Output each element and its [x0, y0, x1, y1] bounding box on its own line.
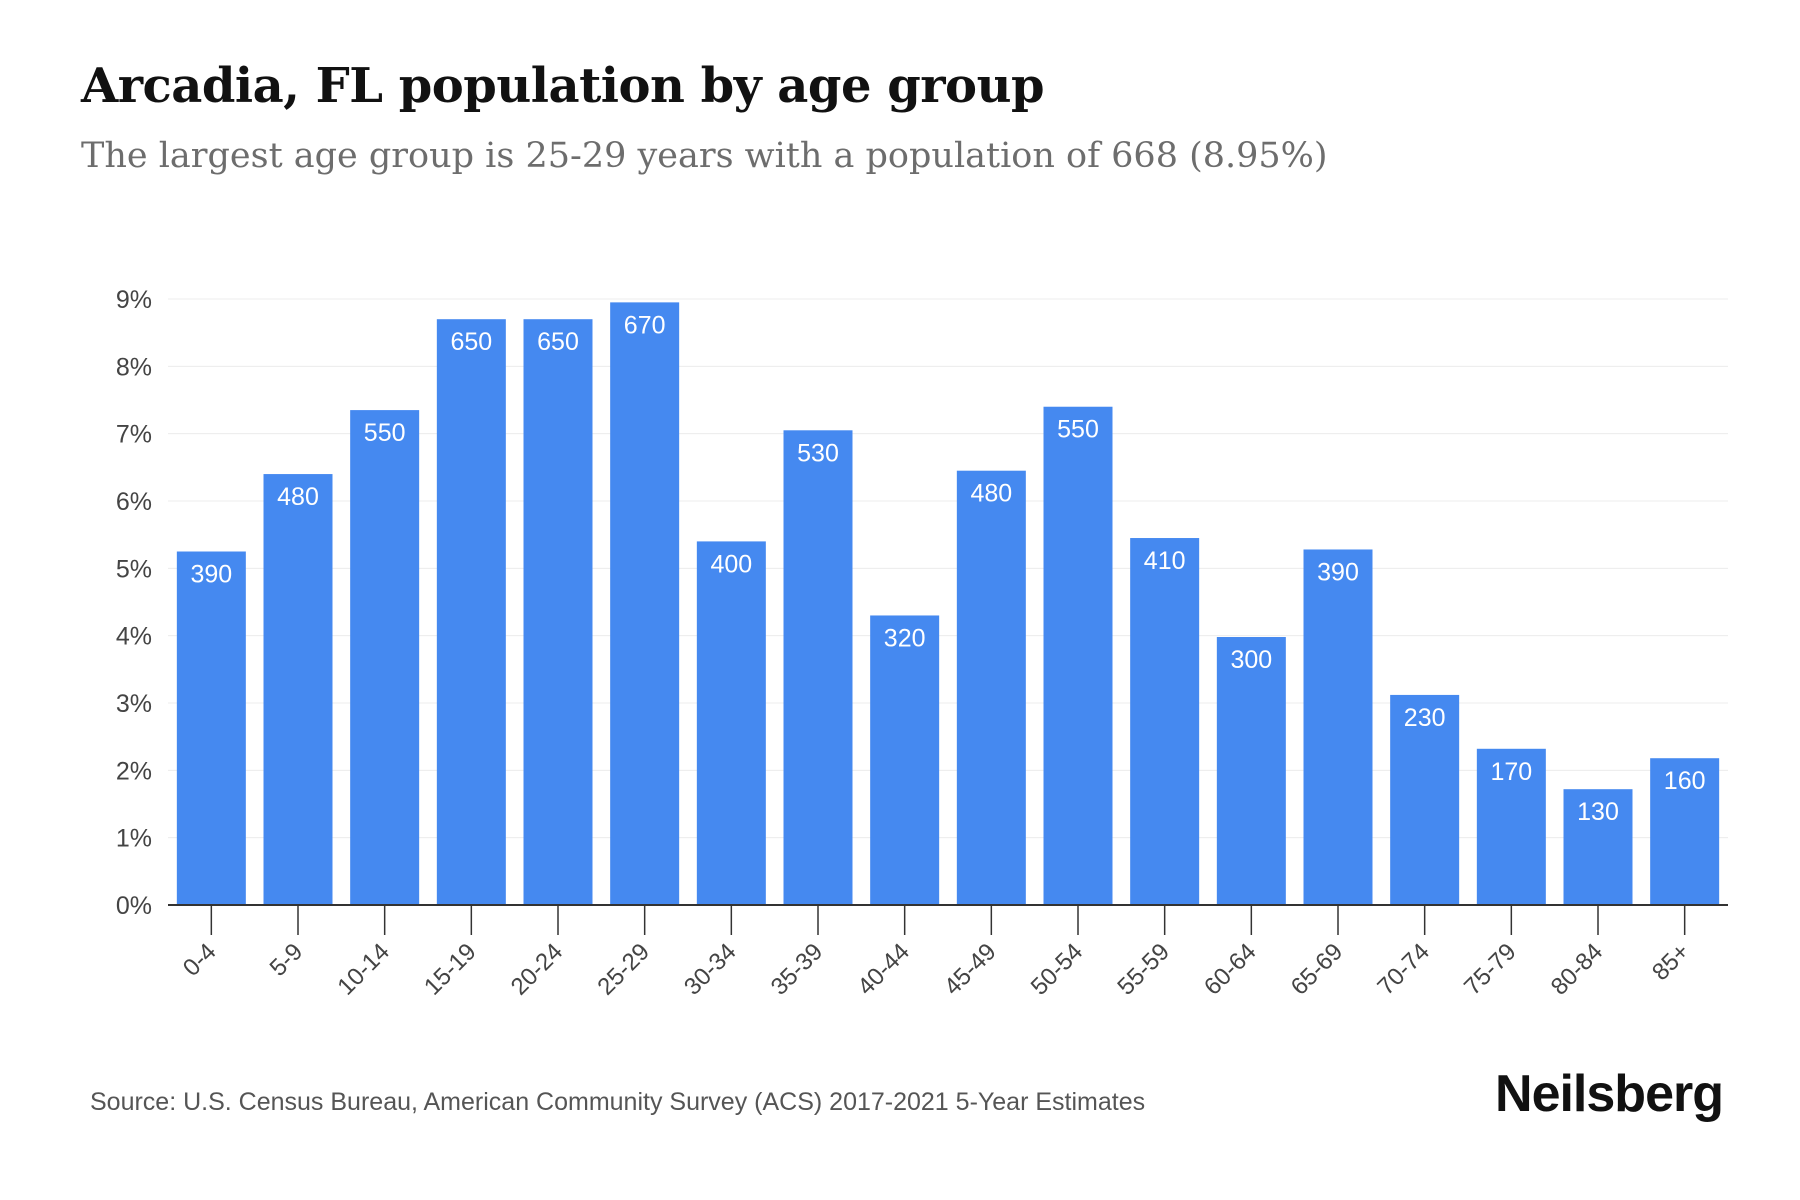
bar-85+ [1650, 758, 1720, 905]
bar-value-label: 670 [624, 311, 666, 339]
bar-value-label: 480 [970, 480, 1012, 508]
x-tick-label: 20-24 [506, 938, 569, 1001]
y-tick-label: 7% [116, 421, 152, 449]
bar-50-54 [1043, 406, 1113, 905]
chart-subtitle: The largest age group is 25-29 years wit… [81, 136, 1328, 176]
bar-value-label: 390 [1317, 558, 1359, 586]
y-axis-ticks: 0% 1% 2% 3% 4% 5% 6% 7% 8% 9% [116, 286, 152, 920]
x-tick-label: 0-4 [178, 938, 222, 982]
chart-title: Arcadia, FL population by age group [81, 58, 1045, 114]
bar-value-label: 410 [1144, 547, 1186, 575]
y-tick-label: 9% [116, 286, 152, 314]
y-tick-label: 0% [116, 892, 152, 920]
bar-value-label: 550 [1057, 416, 1099, 444]
x-tick-label: 10-14 [332, 938, 395, 1001]
bar-10-14 [350, 410, 420, 905]
bar-15-19 [436, 319, 506, 905]
y-tick-label: 5% [116, 555, 152, 583]
bar-value-label: 300 [1230, 646, 1272, 674]
x-tick-label: 50-54 [1026, 938, 1089, 1001]
bar-value-label: 550 [364, 419, 406, 447]
bar-value-label: 480 [277, 483, 319, 511]
y-tick-label: 2% [116, 757, 152, 785]
x-tick-label: 25-29 [592, 938, 655, 1001]
x-tick-label: 35-39 [766, 938, 829, 1001]
x-axis-ticks: 0-4 5-9 10-14 15-19 20-24 25-29 30-34 35-39 40-4… [178, 905, 1695, 1001]
bar-30-34 [696, 541, 766, 905]
bar-45-49 [956, 470, 1026, 905]
y-tick-label: 1% [116, 825, 152, 853]
bar-0-4 [176, 551, 246, 905]
bar-40-44 [870, 615, 940, 905]
x-tick-label: 65-69 [1286, 938, 1349, 1001]
bar-value-label: 650 [450, 328, 492, 356]
y-tick-label: 8% [116, 353, 152, 381]
x-tick-label: 30-34 [679, 938, 742, 1001]
bar-75-79 [1476, 748, 1546, 905]
bar-20-24 [523, 319, 593, 905]
x-tick-label: 45-49 [939, 938, 1002, 1001]
y-tick-label: 6% [116, 488, 152, 516]
bar-value-label: 400 [710, 550, 752, 578]
gridlines [168, 298, 1728, 839]
bar-value-label: 530 [797, 439, 839, 467]
bars [176, 302, 1720, 905]
y-tick-label: 3% [116, 690, 152, 718]
x-tick-label: 40-44 [852, 938, 915, 1001]
x-tick-label: 55-59 [1112, 938, 1175, 1001]
bar-value-labels: 390 480 550 650 650 670 400 530 320 480 550 410 300 3… [190, 311, 1705, 826]
x-tick-label: 80-84 [1546, 938, 1609, 1001]
bar-value-label: 320 [884, 624, 926, 652]
x-tick-label: 60-64 [1199, 938, 1262, 1001]
brand-logo: Neilsberg [1495, 1065, 1724, 1123]
bar-value-label: 170 [1490, 758, 1532, 786]
bar-5-9 [263, 474, 333, 905]
x-tick-label: 75-79 [1459, 938, 1522, 1001]
bar-60-64 [1216, 637, 1286, 905]
bar-value-label: 650 [537, 328, 579, 356]
source-note: Source: U.S. Census Bureau, American Com… [90, 1088, 1146, 1116]
y-tick-label: 4% [116, 623, 152, 651]
bar-70-74 [1390, 694, 1460, 905]
x-tick-label: 85+ [1647, 938, 1695, 986]
bar-65-69 [1303, 549, 1373, 905]
bar-55-59 [1130, 538, 1200, 905]
bar-value-label: 230 [1404, 704, 1446, 732]
bar-value-label: 160 [1664, 767, 1706, 795]
bar-25-29 [610, 302, 680, 905]
bar-value-label: 390 [190, 561, 232, 589]
bar-80-84 [1563, 789, 1633, 905]
bar-value-label: 130 [1577, 798, 1619, 826]
bar-35-39 [783, 430, 853, 905]
x-tick-label: 70-74 [1372, 938, 1435, 1001]
x-tick-label: 15-19 [419, 938, 482, 1001]
x-tick-label: 5-9 [265, 938, 309, 982]
